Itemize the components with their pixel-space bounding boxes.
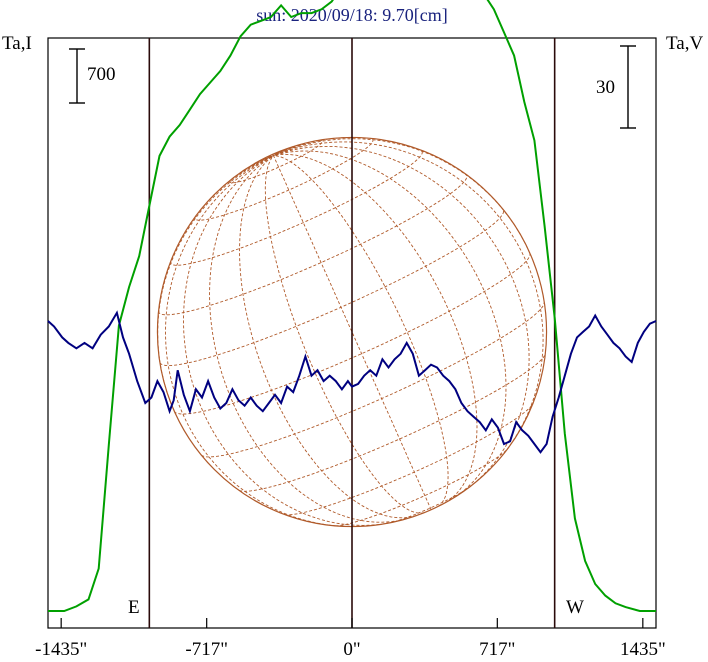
x-tick-label: -1435" — [35, 639, 87, 660]
x-tick-label: -717" — [185, 639, 228, 660]
longitude-line — [272, 154, 274, 156]
right-scale-value: 30 — [596, 77, 615, 98]
chart-title: sun: 2020/09/18: 9.70[cm] — [256, 5, 448, 25]
latitude-line — [194, 137, 374, 221]
latitude-line — [158, 174, 468, 316]
solar-disk — [156, 136, 548, 528]
longitude-line — [183, 155, 390, 526]
longitude-line — [241, 155, 274, 172]
latitude-line — [229, 139, 323, 184]
latitude-line — [170, 149, 423, 266]
longitude-line — [273, 151, 278, 156]
longitude-line — [209, 155, 405, 523]
right-axis-label: Ta,V — [666, 33, 703, 54]
longitude-line — [264, 155, 424, 514]
longitude-line — [267, 155, 274, 157]
latitude-line — [335, 449, 508, 527]
longitude-line — [273, 138, 531, 254]
polarization-series-line — [47, 310, 657, 454]
left-axis-label: Ta,I — [2, 33, 32, 54]
intensity-series-line — [48, 0, 656, 612]
east-limb-label: E — [128, 597, 140, 618]
longitude-line — [273, 142, 307, 157]
longitude-line — [273, 155, 449, 507]
left-scale-bar — [69, 48, 85, 104]
limb-markers — [148, 38, 556, 628]
west-limb-label: W — [566, 597, 584, 618]
left-scale-value: 700 — [87, 64, 116, 85]
latitude-line — [389, 487, 470, 524]
right-scale-bar — [620, 45, 636, 129]
longitude-line — [273, 155, 432, 510]
longitude-line — [273, 153, 478, 504]
x-axis: -1435" -717" 0" 717" 1435" — [35, 618, 666, 660]
longitude-line — [273, 141, 544, 458]
series-layer — [47, 0, 657, 612]
longitude-line — [165, 155, 346, 527]
longitude-line — [157, 155, 274, 412]
longitude-line — [273, 150, 283, 156]
x-tick-label: 717" — [479, 639, 515, 660]
x-tick-label: 1435" — [620, 639, 666, 660]
longitude-line — [273, 150, 507, 497]
x-tick-label: 0" — [343, 639, 360, 660]
longitude-line — [239, 155, 418, 519]
